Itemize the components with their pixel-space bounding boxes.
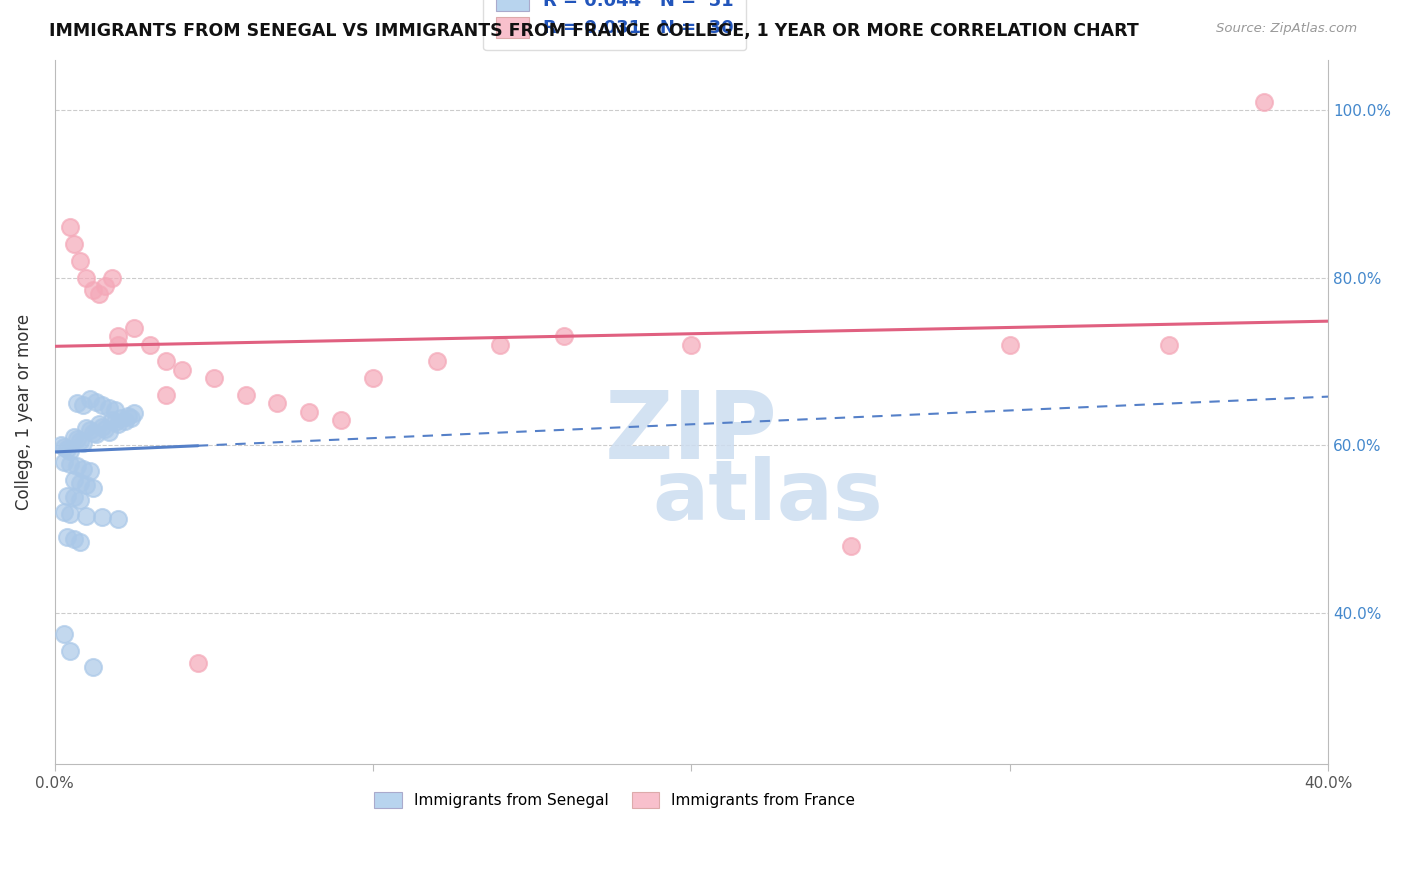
Point (82, 660, 104, 674)
Point (53, 455, 76, 469)
Point (91, 398, 114, 412)
Point (681, 337, 703, 351)
Point (101, 270, 124, 285)
Point (82, 425, 104, 440)
Point (94, 422, 117, 436)
Point (84, 394, 107, 409)
Point (122, 406, 145, 420)
Point (66, 396, 89, 410)
Point (62, 237, 84, 252)
Point (330, 413, 353, 427)
Point (72, 435, 94, 450)
Point (155, 388, 177, 402)
Point (117, 409, 139, 423)
Point (97, 401, 120, 415)
Point (79, 423, 101, 437)
Point (553, 329, 575, 343)
Text: Source: ZipAtlas.com: Source: ZipAtlas.com (1216, 22, 1357, 36)
Point (97, 425, 120, 439)
Point (107, 512, 129, 526)
Point (66, 432, 89, 446)
Point (94, 279, 117, 293)
Point (91, 510, 114, 524)
Point (91, 419, 114, 434)
Point (62, 532, 84, 546)
Point (122, 321, 145, 335)
Point (69, 475, 91, 490)
Point (59, 220, 82, 235)
Point (79, 464, 101, 478)
Point (202, 371, 225, 385)
Y-axis label: College, 1 year or more: College, 1 year or more (15, 314, 32, 509)
Point (235, 388, 257, 402)
Text: atlas: atlas (652, 456, 883, 537)
Point (75, 478, 97, 492)
Point (84, 427, 107, 442)
Point (1157, 337, 1180, 351)
Point (56, 531, 79, 545)
Point (82, 481, 104, 495)
Point (110, 411, 132, 425)
Point (361, 371, 384, 385)
Point (107, 337, 129, 351)
Point (187, 657, 209, 671)
Point (62, 474, 84, 488)
Point (104, 415, 127, 429)
Point (69, 492, 91, 507)
Point (49, 438, 72, 452)
Point (114, 414, 136, 428)
Point (69, 253, 91, 268)
Point (104, 403, 127, 417)
Point (56, 489, 79, 503)
Point (87, 417, 110, 432)
Point (107, 329, 129, 343)
Point (79, 392, 101, 406)
Point (75, 270, 97, 285)
Point (69, 434, 91, 448)
Text: IMMIGRANTS FROM SENEGAL VS IMMIGRANTS FROM FRANCE COLLEGE, 1 YEAR OR MORE CORREL: IMMIGRANTS FROM SENEGAL VS IMMIGRANTS FR… (49, 22, 1139, 40)
Point (75, 508, 97, 523)
Point (53, 440, 76, 454)
Point (62, 490, 84, 504)
Point (82, 283, 104, 297)
Point (59, 457, 82, 471)
Point (101, 413, 124, 427)
Point (426, 354, 449, 368)
Point (72, 461, 94, 475)
Point (69, 534, 91, 549)
Point (489, 337, 512, 351)
Point (59, 507, 82, 521)
Point (53, 505, 76, 519)
Point (66, 459, 89, 474)
Point (107, 417, 129, 432)
Point (139, 337, 162, 351)
Point (120, 411, 142, 425)
Text: ZIP: ZIP (605, 387, 778, 479)
Point (998, 337, 1021, 351)
Point (59, 643, 82, 657)
Point (53, 627, 76, 641)
Point (87, 287, 110, 301)
Point (72, 398, 94, 412)
Point (75, 421, 97, 435)
Point (56, 442, 79, 457)
Point (62, 430, 84, 444)
Point (1253, 95, 1275, 109)
Legend: Immigrants from Senegal, Immigrants from France: Immigrants from Senegal, Immigrants from… (367, 785, 863, 816)
Point (839, 539, 862, 553)
Point (155, 354, 177, 368)
Point (59, 444, 82, 458)
Point (170, 363, 193, 377)
Point (266, 396, 288, 410)
Point (298, 405, 321, 419)
